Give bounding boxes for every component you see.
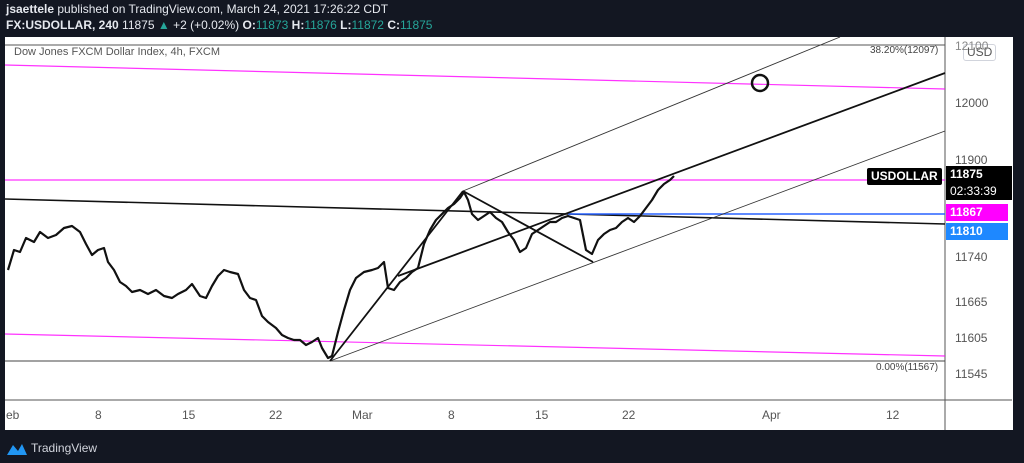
x-tick: Mar	[352, 408, 373, 422]
x-tick: 15	[535, 408, 549, 422]
currency-button[interactable]: USD	[963, 44, 997, 61]
magenta-level-tag: 11867	[946, 204, 1008, 221]
low-label: L:	[340, 18, 352, 32]
y-tick: 12100	[955, 39, 989, 53]
x-tick: 15	[182, 408, 196, 422]
close-value: 11875	[399, 18, 433, 32]
y-tick: 11545	[955, 367, 988, 381]
low-value: 11872	[351, 18, 384, 32]
last-price: 11875	[122, 18, 155, 32]
y-tick: 11605	[955, 331, 988, 345]
last-price-tag: 11875	[946, 166, 1012, 183]
high-label: H:	[291, 18, 305, 32]
brand-name: TradingView	[31, 441, 98, 455]
x-tick: 8	[448, 408, 455, 422]
y-tick: 11900	[955, 153, 988, 167]
y-tick: 11665	[955, 295, 988, 309]
x-tick: eb	[6, 408, 20, 422]
blue-level-tag: 11810	[946, 223, 1008, 240]
x-tick: Apr	[762, 408, 781, 422]
change-value: +2 (+0.02%)	[173, 18, 240, 32]
publish-info: jsaettele published on TradingView.com, …	[6, 2, 388, 16]
fib-bottom-label: 0.00%(11567)	[876, 362, 939, 373]
open-value: 11873	[255, 18, 289, 32]
countdown-tag: 02:33:39	[946, 183, 1012, 200]
tradingview-logo[interactable]: TradingView	[6, 440, 97, 456]
target-circle-icon	[750, 73, 770, 93]
fib-top-label: 38.20%(12097)	[870, 45, 939, 56]
x-tick: 12	[886, 408, 900, 422]
published-text: published on TradingView.com, March 24, …	[57, 2, 389, 16]
close-label: C:	[387, 18, 400, 32]
x-tick: 22	[269, 408, 283, 422]
x-tick: 8	[95, 408, 102, 422]
tradingview-logo-icon	[7, 444, 27, 455]
chart-title: Dow Jones FXCM Dollar Index, 4h, FXCM	[14, 46, 221, 58]
y-tick: 12000	[955, 96, 989, 110]
up-arrow-icon: ▲	[157, 18, 170, 32]
open-label: O:	[242, 18, 256, 32]
symbol-label: FX:USDOLLAR, 240	[6, 18, 119, 32]
high-value: 11876	[304, 18, 337, 32]
symbol-tag: USDOLLAR	[867, 168, 942, 185]
publisher-name[interactable]: jsaettele	[6, 2, 55, 16]
symbol-info: FX:USDOLLAR, 240 11875 ▲ +2 (+0.02%) O:1…	[6, 18, 432, 32]
y-tick: 11740	[955, 250, 988, 264]
x-tick: 22	[622, 408, 636, 422]
